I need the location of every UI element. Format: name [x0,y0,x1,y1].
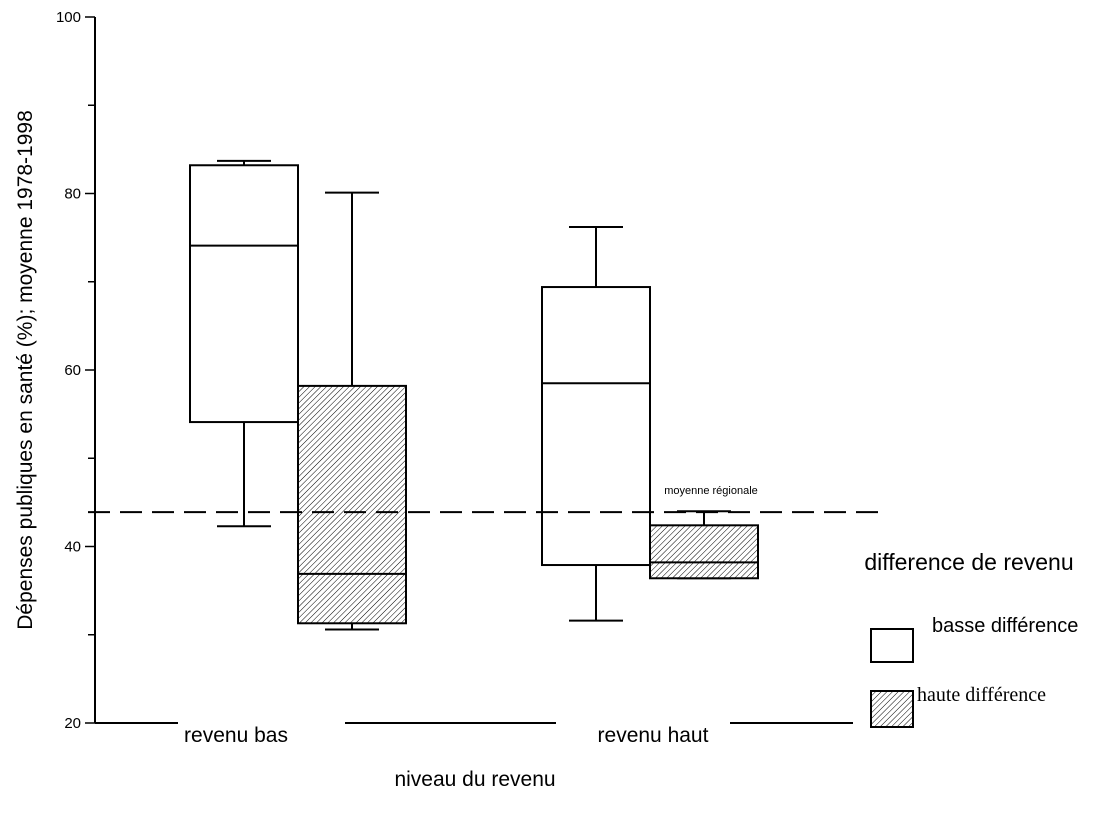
y-tick-label: 80 [64,186,81,203]
reference-line-label: moyenne régionale [664,485,758,497]
reference-line: moyenne régionale [88,485,883,514]
labels: revenu bas revenu haut niveau du revenu [184,724,709,791]
box-body [189,164,299,424]
box-body [297,384,407,625]
legend-swatch-basse [870,628,914,663]
boxes [189,159,759,631]
legend-label-basse: basse différence [932,615,1078,637]
category-label: revenu haut [598,724,709,747]
legend-title: difference de revenu [864,549,1073,575]
legend: difference de revenu basse différence haut… [864,549,1078,728]
box-0-0 [189,159,299,528]
legend-swatch-haute [870,690,914,728]
y-axis-title: Dépenses publiques en santé (%); moyenne… [14,110,37,630]
box-body [649,524,759,580]
legend-label-haute: haute différence [917,684,1046,706]
y-tick-label: 20 [64,715,81,732]
box-1-0 [297,191,407,631]
box-0-1 [541,226,651,622]
category-label: revenu bas [184,724,288,747]
x-axis-title: niveau du revenu [394,768,555,791]
y-tick-label: 100 [56,9,81,26]
box-1-1 [649,510,759,580]
box-body [541,286,651,567]
y-tick-label: 60 [64,362,81,379]
y-axis: 20 40 60 80 100 Dépenses publiques en santé (… [14,9,96,732]
y-tick-label: 40 [64,539,81,556]
